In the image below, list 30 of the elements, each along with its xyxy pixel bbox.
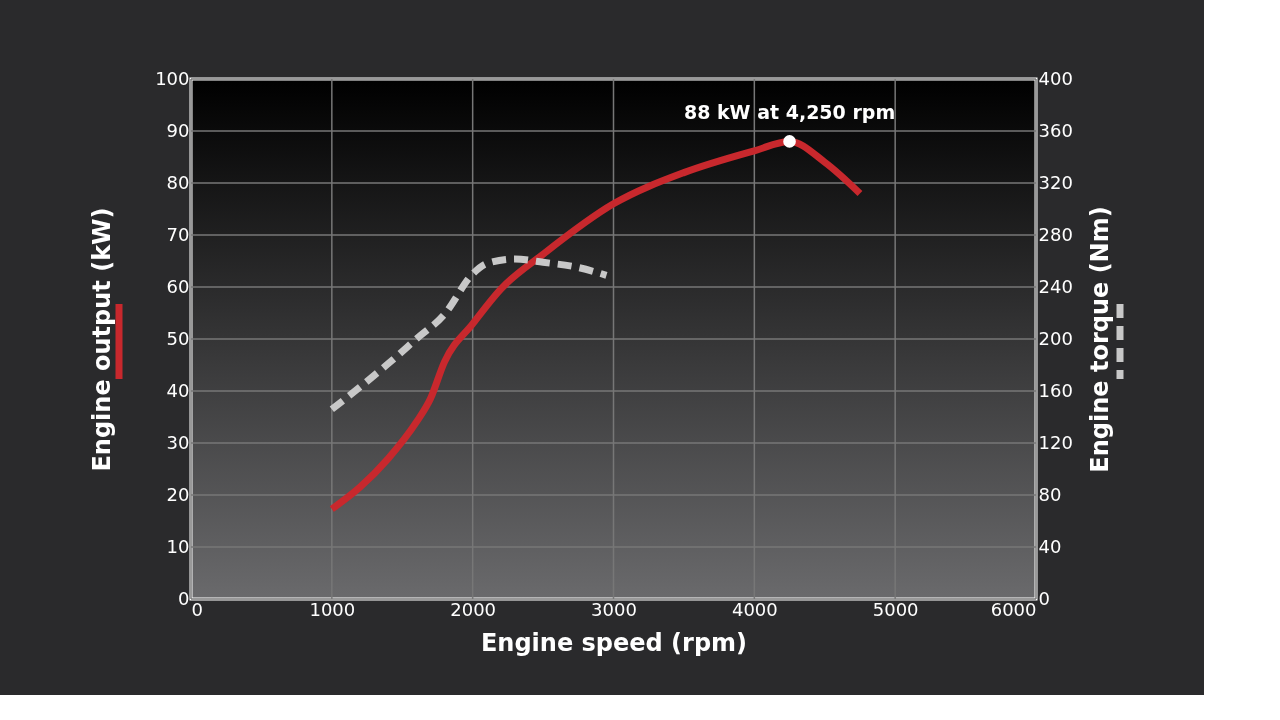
x-tick-label: 1000: [309, 598, 356, 620]
x-tick-label: 5000: [872, 598, 919, 620]
annotation: 88 kW at 4,250 rpm: [683, 101, 896, 124]
y2-tick-label: 360: [1038, 119, 1073, 141]
y2-tick-label: 320: [1038, 171, 1073, 193]
y2-tick-label: 80: [1038, 483, 1062, 505]
y2-tick-label: 240: [1038, 275, 1073, 297]
y-tick-label: 90: [166, 119, 190, 141]
y-tick-label: 20: [166, 483, 190, 505]
y-tick-label: 50: [166, 327, 190, 349]
x-tick-label: 2000: [450, 598, 497, 620]
x-axis-title: Engine speed (rpm): [480, 628, 748, 657]
y2-tick-label: 40: [1038, 535, 1062, 557]
y-tick-label: 100: [155, 67, 190, 89]
y2-tick-label: 400: [1038, 67, 1073, 89]
y2-tick-label: 120: [1038, 431, 1073, 453]
x-tick-label: 3000: [591, 598, 637, 620]
y-tick-label: 60: [166, 275, 190, 297]
y2-tick-label: 280: [1038, 223, 1073, 245]
y-tick-label: 40: [166, 379, 190, 401]
y-tick-label: 10: [166, 535, 190, 557]
y-tick-label: 70: [166, 223, 190, 245]
y2-axis-title: Engine torque (Nm): [1085, 206, 1114, 473]
y2-tick-label: 160: [1038, 379, 1073, 401]
y-axis-title: Engine output (kW): [88, 207, 117, 472]
y-tick-label: 80: [166, 171, 190, 193]
x-tick-label: 6000: [990, 598, 1037, 620]
x-tick-label: 4000: [731, 598, 778, 620]
y2-tick-label: 200: [1038, 327, 1073, 349]
y-tick-label: 30: [166, 431, 190, 453]
